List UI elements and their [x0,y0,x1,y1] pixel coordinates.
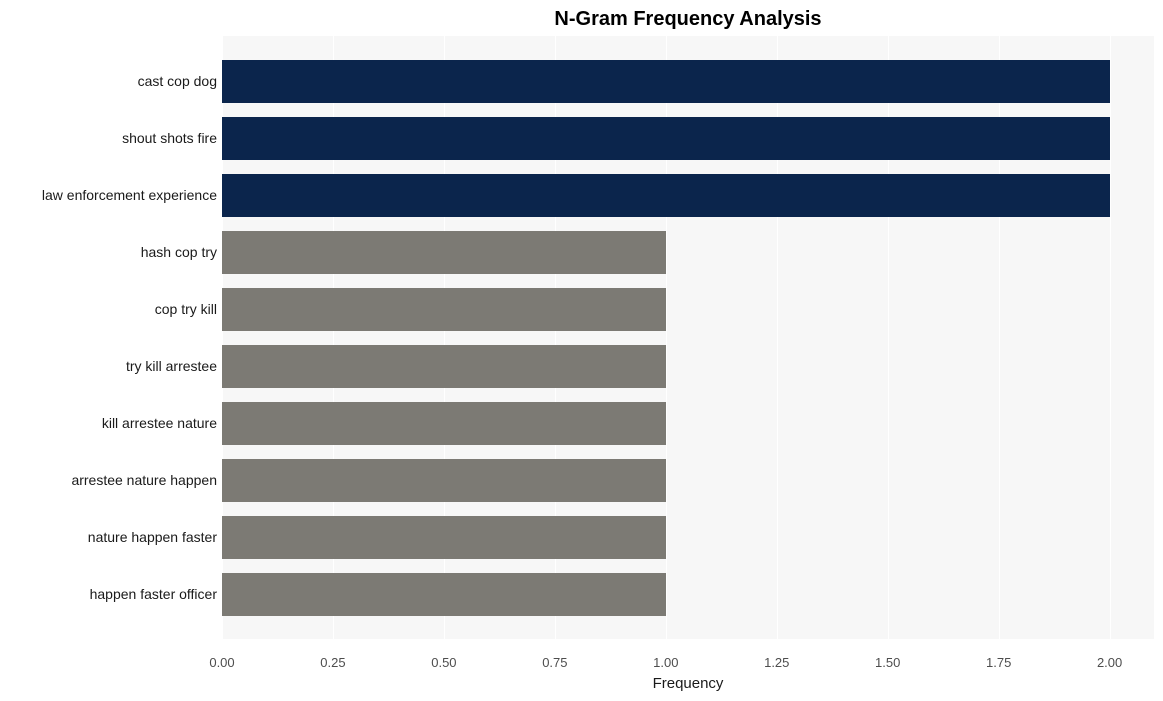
x-tick-label: 1.75 [986,655,1011,670]
x-axis-title: Frequency [222,675,1154,692]
bar [222,231,666,274]
y-tick-label: hash cop try [141,244,217,260]
x-tick-label: 0.00 [209,655,234,670]
bar [222,573,666,616]
x-tick-label: 2.00 [1097,655,1122,670]
y-tick-label: happen faster officer [90,586,217,602]
y-tick-label: shout shots fire [122,130,217,146]
bar [222,459,666,502]
y-tick-label: arrestee nature happen [71,472,217,488]
x-tick-label: 0.25 [320,655,345,670]
grid-line [1110,36,1111,639]
x-tick-label: 1.00 [653,655,678,670]
bar [222,60,1110,103]
x-tick-label: 0.50 [431,655,456,670]
y-tick-label: kill arrestee nature [102,415,217,431]
bar [222,345,666,388]
bar [222,174,1110,217]
bar [222,402,666,445]
y-tick-label: cast cop dog [138,73,217,89]
y-tick-label: try kill arrestee [126,358,217,374]
y-tick-label: nature happen faster [88,529,217,545]
chart-title: N-Gram Frequency Analysis [222,8,1154,31]
bar [222,516,666,559]
y-tick-label: law enforcement experience [42,187,217,203]
x-tick-label: 1.25 [764,655,789,670]
ngram-chart: N-Gram Frequency Analysis Frequency cast… [0,0,1163,701]
bar [222,288,666,331]
x-tick-label: 1.50 [875,655,900,670]
bar [222,117,1110,160]
plot-area [222,36,1154,639]
x-tick-label: 0.75 [542,655,567,670]
y-tick-label: cop try kill [155,301,217,317]
